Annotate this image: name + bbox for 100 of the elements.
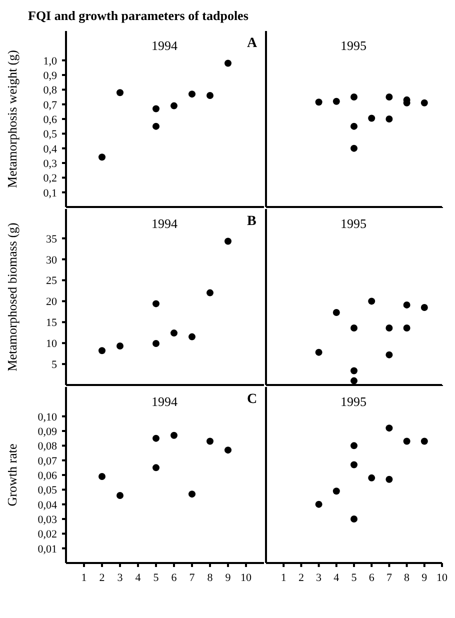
y-tick-label: 0,5 <box>43 128 58 141</box>
y-tick-label: 0,3 <box>43 158 58 170</box>
y-tick-label: 0,4 <box>43 143 58 156</box>
y-tick-label: 0,01 <box>38 543 57 556</box>
point <box>368 298 376 305</box>
x-tick-label: 1 <box>280 572 286 584</box>
y-tick-label: 1,0 <box>43 55 58 68</box>
point <box>403 438 410 445</box>
point <box>420 304 428 311</box>
point <box>188 90 196 98</box>
point <box>152 300 160 308</box>
point <box>152 340 160 348</box>
point <box>332 309 340 316</box>
text: 1995 <box>340 216 366 232</box>
y-tick-label: 0,05 <box>38 484 58 497</box>
y-tick-label: 10 <box>46 338 58 350</box>
point <box>206 289 214 296</box>
point <box>224 446 232 454</box>
y-tick-label: 35 <box>46 233 58 246</box>
point <box>152 434 160 442</box>
point <box>386 324 393 332</box>
point <box>386 424 393 432</box>
point <box>350 367 358 374</box>
point <box>332 98 340 105</box>
y-tick-label: 0,1 <box>43 187 57 200</box>
point <box>170 102 178 110</box>
x-tick-label: 2 <box>298 572 304 584</box>
point <box>98 472 106 480</box>
text: 1994 <box>152 38 178 54</box>
x-tick-label: 7 <box>189 572 196 584</box>
y-tick-label: 0,08 <box>38 440 58 453</box>
point <box>206 92 214 100</box>
point <box>420 438 428 445</box>
x-tick-label: 8 <box>404 572 410 584</box>
y-tick-label: 0,7 <box>43 99 58 112</box>
point <box>224 60 232 67</box>
text: 1995 <box>340 38 366 54</box>
y-tick-label: 0,09 <box>38 426 58 438</box>
point <box>368 474 376 482</box>
point <box>116 492 124 500</box>
point <box>315 500 322 508</box>
point <box>152 122 160 130</box>
x-tick-label: 3 <box>117 572 124 584</box>
x-tick-label: 10 <box>436 572 448 584</box>
point <box>386 94 393 100</box>
y-tick-label: 20 <box>46 296 58 308</box>
y-tick-label: 30 <box>46 254 58 266</box>
x-tick-label: 8 <box>207 572 214 584</box>
point <box>188 333 196 340</box>
point <box>188 490 196 498</box>
point <box>315 348 322 356</box>
x-tick-label: 3 <box>316 572 322 584</box>
point <box>152 105 160 112</box>
x-tick-label: 4 <box>135 572 142 584</box>
point <box>368 114 376 122</box>
x-tick-label: 4 <box>334 572 340 584</box>
annotation: C <box>247 392 258 408</box>
point <box>170 330 178 337</box>
x-tick-label: 1 <box>81 572 87 584</box>
point <box>315 98 322 106</box>
point <box>98 347 106 354</box>
x-tick-label: 6 <box>368 572 375 584</box>
point <box>403 324 410 332</box>
point <box>350 377 358 384</box>
point <box>350 442 358 450</box>
y-tick-label: 0,02 <box>38 528 57 541</box>
point <box>350 516 358 522</box>
y-tick-label: 0,6 <box>43 114 58 126</box>
y-tick-label: 0,06 <box>38 470 58 482</box>
y-tick-label: 0,04 <box>38 499 58 512</box>
y-tick-label: 0,9 <box>43 70 58 82</box>
point <box>420 99 428 106</box>
y-tick-label: 5 <box>52 359 58 372</box>
text: FQI and growth parameters of tadpoles <box>28 8 250 25</box>
point <box>332 488 340 495</box>
x-tick-label: 10 <box>240 572 252 584</box>
x-tick-label: 7 <box>386 572 392 584</box>
point <box>350 324 358 332</box>
point <box>98 154 106 161</box>
point <box>386 351 393 358</box>
y-tick-label: 25 <box>46 275 58 288</box>
text: 1994 <box>152 394 178 410</box>
point <box>386 476 393 483</box>
x-tick-label: 2 <box>99 572 105 584</box>
x-tick-label: 5 <box>153 572 160 584</box>
y-tick-label: 0,03 <box>38 514 58 526</box>
point <box>224 238 232 245</box>
x-tick-label: 6 <box>171 572 178 584</box>
point <box>116 89 124 96</box>
y-tick-label: 0,10 <box>38 411 58 424</box>
y-tick-label: 0,2 <box>43 172 57 185</box>
x-tick-label: 9 <box>422 572 428 584</box>
x-tick-label: 9 <box>225 572 232 584</box>
point <box>170 432 178 439</box>
point <box>350 122 358 130</box>
point <box>116 342 124 350</box>
point <box>386 116 393 122</box>
annotation: A <box>247 36 258 52</box>
point <box>206 438 214 445</box>
text: 1995 <box>340 394 366 410</box>
